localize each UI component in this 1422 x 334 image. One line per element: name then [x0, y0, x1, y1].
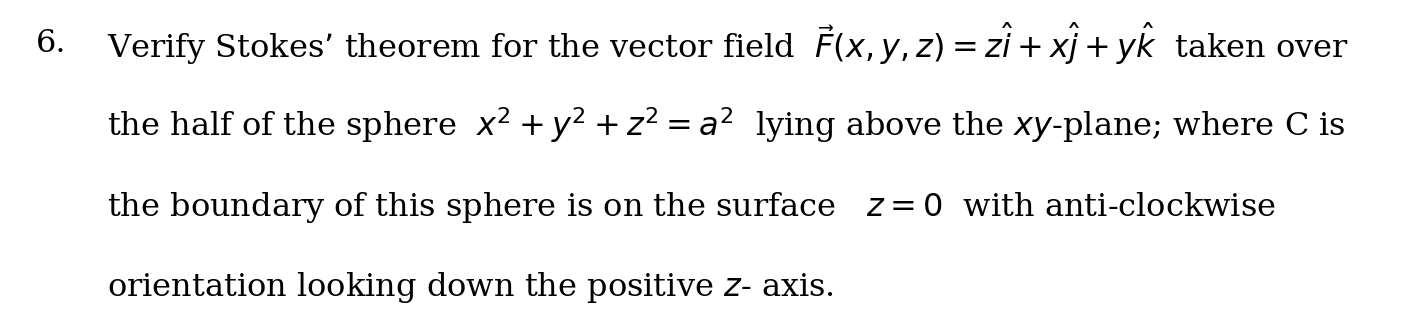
Text: Verify Stokes’ theorem for the vector field  $\vec{F}(x, y, z) = z\hat{i} + x\ha: Verify Stokes’ theorem for the vector fi…	[107, 20, 1348, 67]
Text: the boundary of this sphere is on the surface   $z = 0$  with anti-clockwise: the boundary of this sphere is on the su…	[107, 190, 1276, 224]
Text: orientation looking down the positive $z$- axis.: orientation looking down the positive $z…	[107, 270, 833, 305]
Text: 6.: 6.	[36, 28, 65, 59]
Text: the half of the sphere  $x^2 + y^2 + z^2 = a^2$  lying above the $xy$-plane; whe: the half of the sphere $x^2 + y^2 + z^2 …	[107, 106, 1345, 145]
